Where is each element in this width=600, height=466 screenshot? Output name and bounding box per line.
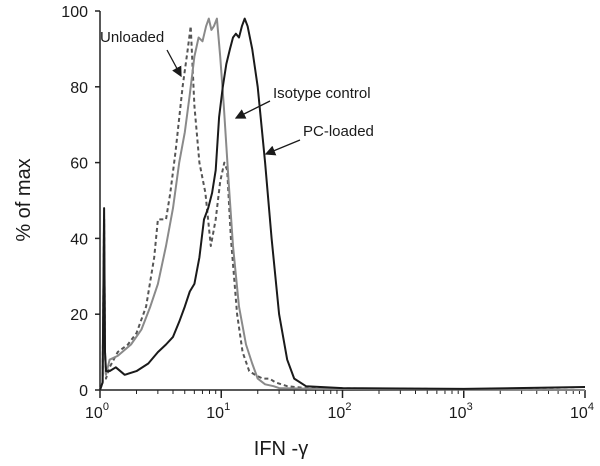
- series-line-pc-loaded: [99, 17, 586, 391]
- y-ticks: 0 20 40 60 80 100: [61, 4, 100, 400]
- x-tick-label: 101: [206, 401, 230, 422]
- x-tick-label: 103: [449, 401, 473, 422]
- series-group: [99, 17, 586, 391]
- annotations: Unloaded Isotype control PC-loaded: [100, 29, 374, 156]
- x-tick-label: 100: [85, 401, 109, 422]
- y-tick-label: 60: [70, 156, 88, 173]
- y-tick-label: 20: [70, 307, 88, 324]
- annotation-arrow: [264, 139, 301, 156]
- y-tick-label: 100: [61, 4, 88, 21]
- y-tick-label: 40: [70, 231, 88, 248]
- annotation-arrow: [234, 100, 271, 119]
- annotation-isotype-control: Isotype control: [273, 85, 371, 102]
- annotation-unloaded: Unloaded: [100, 29, 164, 46]
- annotation-arrow: [166, 49, 182, 78]
- x-ticks: 100 101 102 103 104: [85, 390, 594, 422]
- series-line-unloaded: [99, 25, 586, 391]
- x-tick-label: 104: [570, 401, 594, 422]
- y-tick-label: 0: [79, 383, 88, 400]
- axes: [99, 11, 585, 391]
- series-line-isotype-control: [99, 17, 586, 391]
- y-tick-label: 80: [70, 80, 88, 97]
- annotation-pc-loaded: PC-loaded: [303, 123, 374, 140]
- x-tick-label: 102: [328, 401, 352, 422]
- x-axis-title: IFN -γ: [254, 438, 308, 460]
- y-axis-title: % of max: [13, 158, 35, 241]
